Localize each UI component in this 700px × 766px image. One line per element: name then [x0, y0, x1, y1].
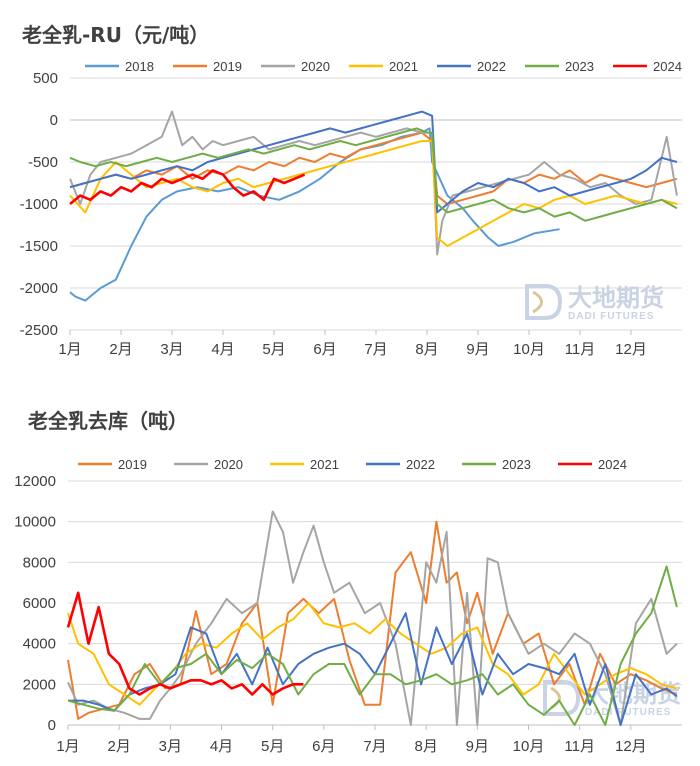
x-tick-label: 10月 — [513, 341, 545, 358]
series-line-2019 — [67, 520, 678, 720]
watermark: 大地期货 DADI FUTURES — [525, 284, 664, 322]
x-tick-label: 2月 — [107, 738, 130, 755]
series-line-2024 — [69, 169, 306, 206]
x-tick-label: 4月 — [210, 738, 233, 755]
legend-label-2018: 2018 — [125, 59, 154, 74]
x-axis-ticks: 1月 2月 3月 4月 5月 6月 7月 8月 9月 10月 11月 12月 — [56, 725, 647, 755]
x-tick-label: 5月 — [262, 341, 285, 358]
series-lines — [69, 110, 678, 302]
legend-label-2021: 2021 — [389, 59, 418, 74]
legend-label-2022: 2022 — [406, 457, 435, 472]
legend: 2019 2020 2021 2022 2023 2024 — [78, 457, 627, 472]
x-tick-label: 7月 — [364, 341, 387, 358]
x-tick-label: 6月 — [312, 738, 335, 755]
x-tick-label: 1月 — [58, 341, 81, 358]
series-line-2018 — [69, 127, 560, 302]
y-tick-label: 0 — [48, 717, 56, 734]
x-tick-label: 5月 — [261, 738, 284, 755]
legend-label-2022: 2022 — [477, 59, 506, 74]
series-line-2024 — [66, 591, 304, 696]
x-tick-label: 8月 — [415, 341, 438, 358]
x-tick-label: 3月 — [159, 738, 182, 755]
legend-label-2023: 2023 — [565, 59, 594, 74]
x-tick-label: 9月 — [466, 738, 489, 755]
y-tick-label: -2500 — [20, 322, 58, 339]
legend-label-2020: 2020 — [301, 59, 330, 74]
legend-label-2019: 2019 — [213, 59, 242, 74]
watermark-en: DADI FUTURES — [585, 707, 671, 718]
series-line-2020 — [67, 510, 678, 726]
x-tick-label: 12月 — [615, 738, 647, 755]
legend: 2018 2019 2020 2021 2022 2023 2024 — [85, 59, 682, 74]
legend-label-2023: 2023 — [502, 457, 531, 472]
y-tick-label: 2000 — [23, 676, 56, 693]
series-line-2019 — [69, 131, 678, 205]
x-tick-label: 4月 — [211, 341, 234, 358]
series-line-2020 — [69, 110, 678, 256]
chart-title: 老全乳去库（吨） — [28, 409, 188, 433]
x-tick-label: 1月 — [56, 738, 79, 755]
series-lines — [66, 510, 678, 726]
chart-title: 老全乳-RU（元/吨） — [22, 23, 209, 47]
series-line-2022 — [69, 110, 678, 214]
y-tick-label: -2000 — [20, 280, 58, 297]
x-tick-label: 9月 — [466, 341, 489, 358]
y-tick-label: 10000 — [14, 514, 56, 531]
series-line-2023 — [69, 127, 678, 222]
legend-label-2019: 2019 — [118, 457, 147, 472]
watermark-en: DADI FUTURES — [568, 311, 654, 322]
y-tick-label: 12000 — [14, 473, 56, 490]
y-axis-ticks: 12000 10000 8000 6000 4000 2000 0 — [14, 473, 56, 734]
series-line-2021 — [69, 140, 678, 247]
series-line-2023 — [67, 565, 678, 726]
legend-label-2024: 2024 — [653, 59, 682, 74]
x-tick-label: 11月 — [564, 738, 595, 755]
y-tick-label: -500 — [28, 154, 58, 171]
x-tick-label: 7月 — [363, 738, 386, 755]
chart-destocking: 老全乳去库（吨） 12000 10000 8000 6000 4000 2000 0 1月 2… — [14, 409, 682, 755]
x-tick-label: 6月 — [313, 341, 336, 358]
legend-label-2021: 2021 — [310, 457, 339, 472]
y-tick-label: 6000 — [23, 595, 56, 612]
y-tick-label: 8000 — [23, 554, 56, 571]
x-tick-label: 10月 — [513, 738, 545, 755]
legend-label-2020: 2020 — [214, 457, 243, 472]
x-tick-label: 8月 — [414, 738, 437, 755]
y-tick-label: -1000 — [20, 196, 58, 213]
legend-label-2024: 2024 — [598, 457, 627, 472]
y-tick-label: 500 — [33, 70, 58, 87]
y-tick-label: 4000 — [23, 636, 56, 653]
x-tick-label: 3月 — [160, 341, 183, 358]
chart-ru-spread: 老全乳-RU（元/吨） 500 0 -500 -1000 -1500 -2000 -2500… — [20, 23, 682, 358]
watermark-cn: 大地期货 — [568, 284, 664, 312]
x-tick-label: 11月 — [565, 341, 596, 358]
x-tick-label: 12月 — [615, 341, 647, 358]
y-tick-label: 0 — [50, 112, 58, 129]
y-axis-ticks: 500 0 -500 -1000 -1500 -2000 -2500 — [20, 70, 58, 339]
x-axis-ticks: 1月 2月 3月 4月 5月 6月 7月 8月 9月 10月 11月 12月 — [58, 330, 647, 358]
x-tick-label: 2月 — [109, 341, 132, 358]
dadi-logo-icon — [525, 284, 563, 320]
y-tick-label: -1500 — [20, 238, 58, 255]
